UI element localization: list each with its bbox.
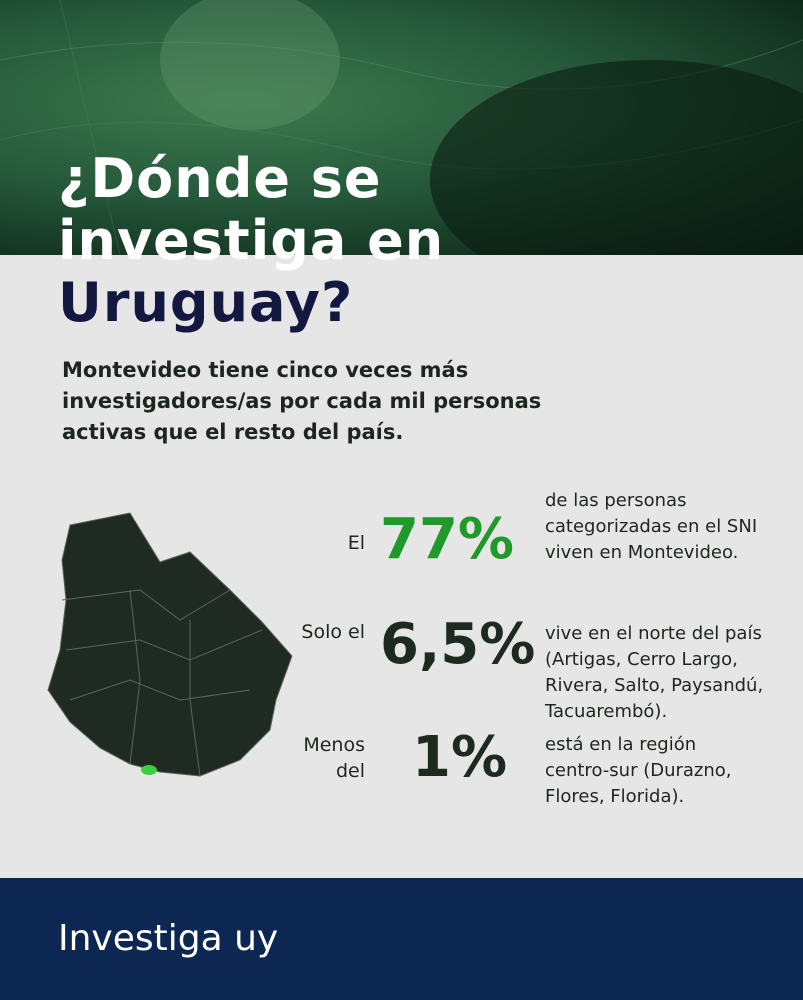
title-line: Uruguay? [58,271,354,334]
stat-value: 1% [412,725,508,790]
stat-value: 77% [380,507,515,572]
photo-texture [0,0,803,255]
subtitle: Montevideo tiene cinco veces más investi… [62,358,542,444]
hero-photo [0,0,803,255]
footer: Investiga uy [0,878,803,1000]
brand: Investiga uy [58,918,279,959]
stat-description: está en la región centro-sur (Durazno, F… [545,734,732,807]
stat-value: 6,5% [380,612,536,677]
stat-prefix: Menos del [303,734,365,782]
stat-prefix: El [347,532,365,554]
stat-description: de las personas categorizadas en el SNI … [545,490,758,563]
uruguay-map [47,512,293,777]
title-line: ¿Dónde se investiga en [58,147,445,272]
stat-prefix: Solo el [301,621,365,643]
title: ¿Dónde se investiga en Uruguay? [58,148,518,334]
stat-description: vive en el norte del país (Artigas, Cerr… [545,623,764,722]
